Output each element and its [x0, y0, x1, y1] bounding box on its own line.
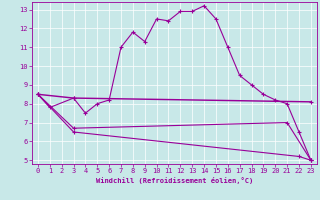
X-axis label: Windchill (Refroidissement éolien,°C): Windchill (Refroidissement éolien,°C) — [96, 177, 253, 184]
